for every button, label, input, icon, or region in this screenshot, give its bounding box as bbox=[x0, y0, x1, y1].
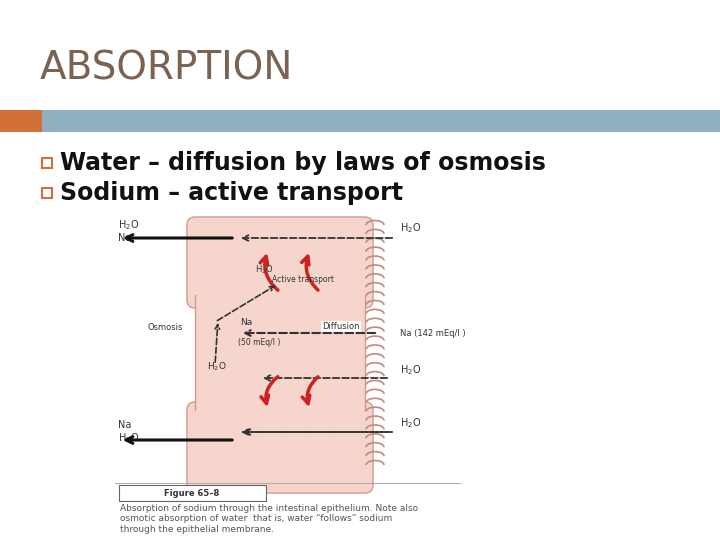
FancyBboxPatch shape bbox=[187, 217, 373, 308]
Text: $\mathregular{H_2O}$: $\mathregular{H_2O}$ bbox=[255, 263, 274, 275]
Text: Active transport: Active transport bbox=[272, 275, 334, 284]
Text: (50 mEq/l ): (50 mEq/l ) bbox=[238, 338, 280, 347]
Text: Na (142 mEq/l ): Na (142 mEq/l ) bbox=[400, 328, 466, 338]
Text: Na: Na bbox=[118, 420, 131, 430]
Bar bbox=[42, 158, 52, 168]
Bar bbox=[195, 295, 365, 410]
Text: Na: Na bbox=[240, 318, 252, 327]
Text: $\mathregular{H_2O}$: $\mathregular{H_2O}$ bbox=[400, 221, 421, 235]
Text: Water – diffusion by laws of osmosis: Water – diffusion by laws of osmosis bbox=[60, 151, 546, 175]
Text: Na: Na bbox=[118, 233, 131, 243]
Bar bbox=[42, 110, 720, 132]
Text: Diffusion: Diffusion bbox=[322, 322, 359, 331]
Text: ABSORPTION: ABSORPTION bbox=[40, 50, 293, 88]
Text: Sodium – active transport: Sodium – active transport bbox=[60, 181, 403, 205]
Text: $\mathregular{H_2O}$: $\mathregular{H_2O}$ bbox=[118, 218, 139, 232]
Text: $\mathregular{H_2O}$: $\mathregular{H_2O}$ bbox=[400, 416, 421, 430]
Bar bbox=[42, 188, 52, 198]
Text: $\mathregular{H_2O}$: $\mathregular{H_2O}$ bbox=[207, 361, 227, 373]
Text: Osmosis: Osmosis bbox=[148, 323, 184, 332]
Text: $\mathregular{H_2O}$: $\mathregular{H_2O}$ bbox=[400, 363, 421, 377]
Text: $\mathregular{H_2O}$: $\mathregular{H_2O}$ bbox=[118, 431, 139, 445]
FancyBboxPatch shape bbox=[119, 485, 266, 501]
Text: Figure 65–8: Figure 65–8 bbox=[164, 489, 220, 497]
Bar bbox=[0, 110, 42, 132]
Text: Absorption of sodium through the intestinal epithelium. Note also
osmotic absorp: Absorption of sodium through the intesti… bbox=[120, 504, 418, 534]
FancyBboxPatch shape bbox=[187, 402, 373, 493]
